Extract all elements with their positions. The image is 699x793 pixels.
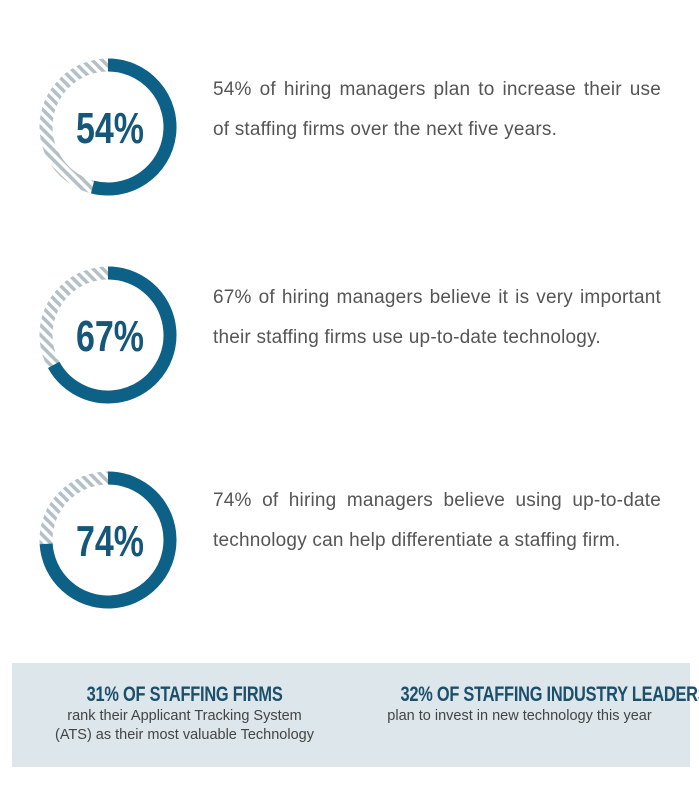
footer-column: 32% OF STAFFING INDUSTRY LEADERS plan to…	[357, 683, 699, 726]
ring-arc	[90, 58, 177, 196]
rings: 54% 67% 74%	[39, 58, 177, 609]
stat-text: 54% of hiring managers plan to increase …	[213, 79, 661, 140]
ring-arc	[47, 266, 177, 404]
footer-column: 31% OF STAFFING FIRMS rank their Applica…	[22, 683, 347, 745]
stat-text: 74% of hiring managers believe using up-…	[213, 490, 661, 551]
footer-text: plan to invest in new technology this ye…	[387, 708, 652, 724]
footer-title: 31% OF STAFFING FIRMS	[86, 683, 283, 706]
ring-label: 74%	[76, 517, 144, 566]
ring-label: 67%	[76, 312, 144, 361]
ring-label: 54%	[76, 104, 144, 153]
stat-text: 67% of hiring managers believe it is ver…	[213, 287, 661, 348]
footer-text: rank their Applicant Tracking System (AT…	[55, 708, 314, 743]
footer-panel: 31% OF STAFFING FIRMS rank their Applica…	[12, 663, 699, 767]
ring-arc	[39, 471, 177, 609]
footer-title: 32% OF STAFFING INDUSTRY LEADERS	[400, 683, 699, 706]
